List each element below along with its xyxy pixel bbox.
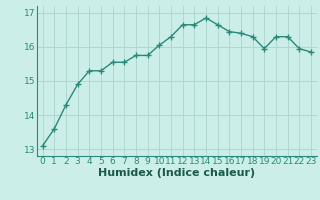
X-axis label: Humidex (Indice chaleur): Humidex (Indice chaleur) xyxy=(98,168,255,178)
